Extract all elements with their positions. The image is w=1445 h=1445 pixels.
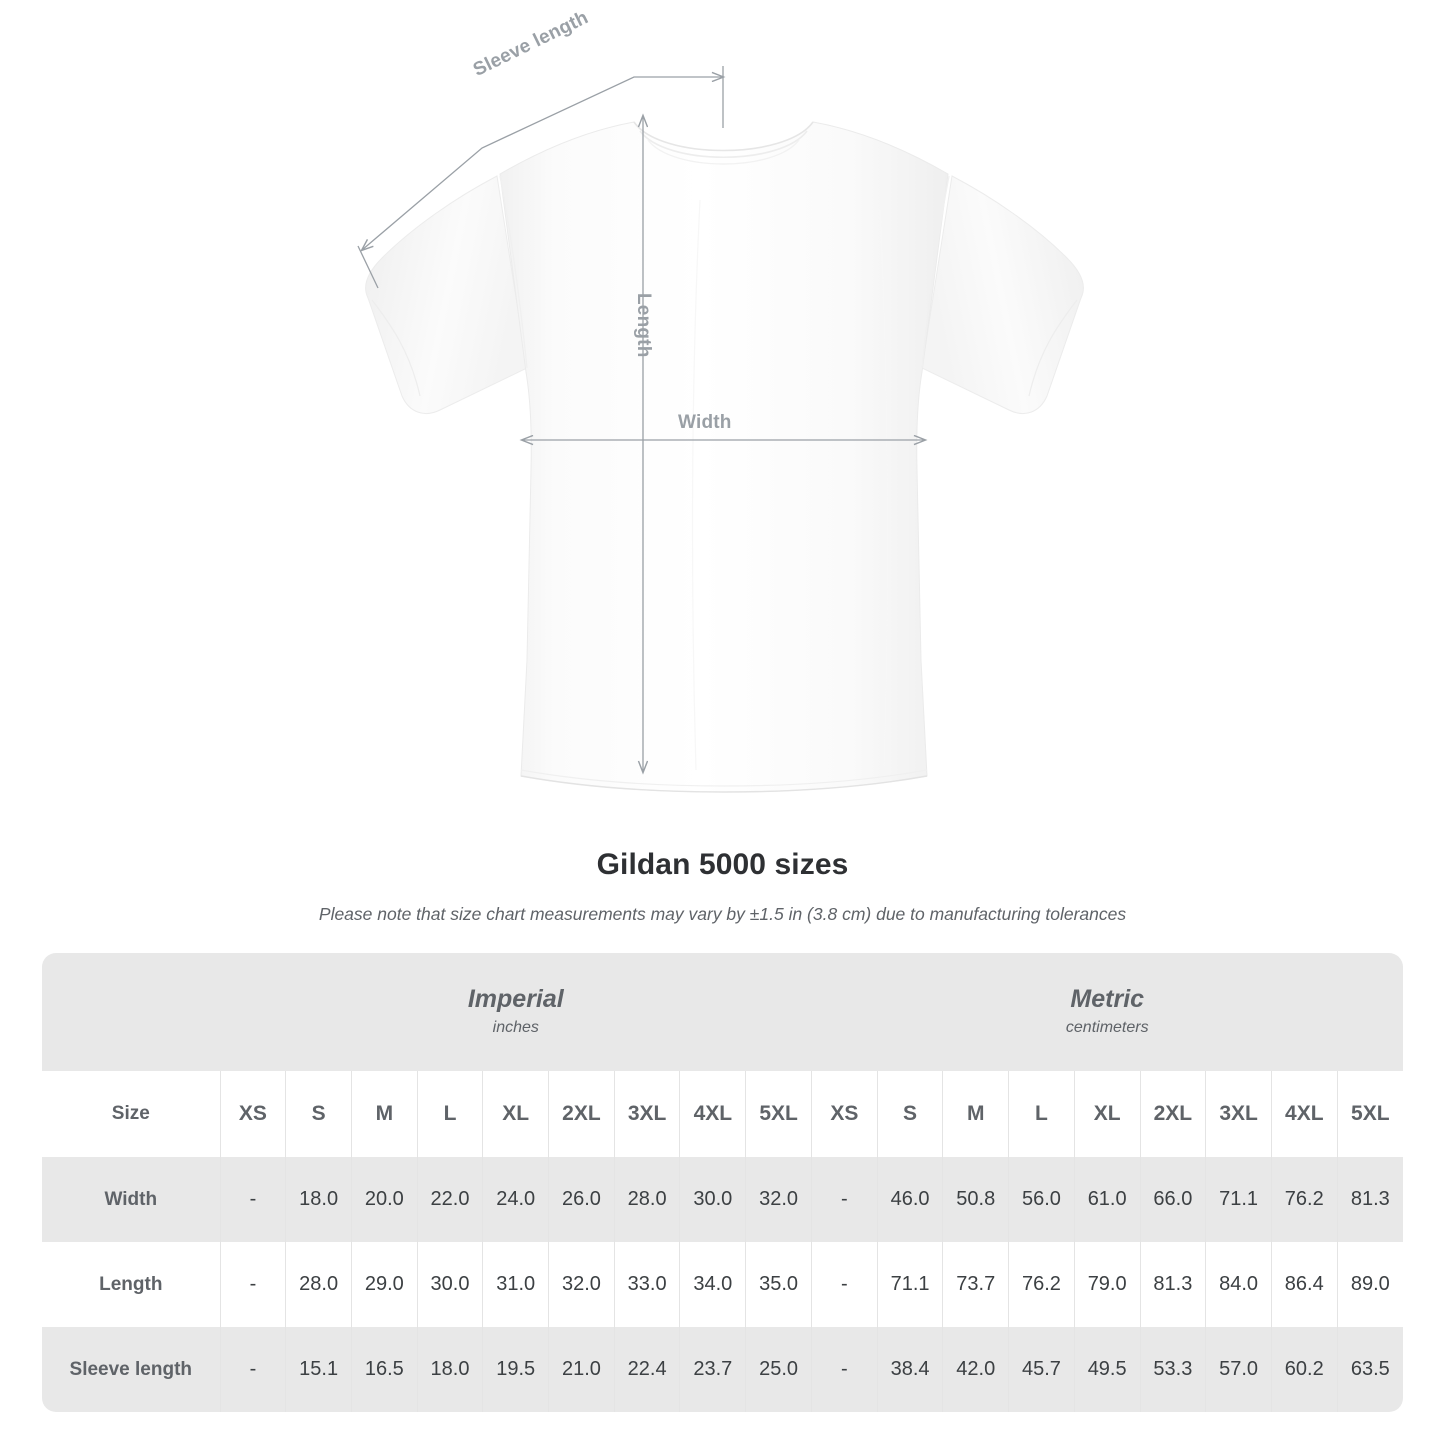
measurement-cell: 89.0: [1336, 1242, 1403, 1327]
measurement-cell: 76.2: [1270, 1157, 1338, 1242]
size-chart-container: Imperial inches Metric centimeters Size XS S M L…: [42, 953, 1403, 1412]
measurement-cell: 31.0: [482, 1242, 549, 1327]
size-header-row: Size XS S M L XL 2XL 3XL 4XL 5XL XS S M L XL 2XL 3XL 4XL 5…: [42, 1071, 1403, 1157]
measurement-cell: 30.0: [416, 1242, 483, 1327]
measurement-cell: 63.5: [1336, 1327, 1403, 1412]
measurement-cell: 71.1: [1205, 1157, 1272, 1242]
measurement-cell: 32.0: [548, 1242, 615, 1327]
measurement-cell: -: [811, 1242, 878, 1327]
tshirt-shape: [365, 121, 1084, 793]
sleeve-length-dimension: [357, 66, 723, 289]
size-column-header: 3XL: [613, 1071, 680, 1157]
size-column-header: 5XL: [1336, 1071, 1403, 1157]
measurement-cell: 42.0: [942, 1327, 1009, 1412]
measurement-cell: 71.1: [876, 1242, 943, 1327]
measurement-cell: 16.5: [350, 1327, 418, 1412]
measurement-cell: 30.0: [679, 1157, 746, 1242]
measurement-cell: 81.3: [1139, 1242, 1206, 1327]
unit-subtitle: inches: [492, 1018, 539, 1036]
measurement-cell: 56.0: [1008, 1157, 1075, 1242]
measurement-cell: 24.0: [482, 1157, 549, 1242]
table-row: Length -28.0 29.0 30.0 31.0 32.0 33.0 34.0 35.0-…: [42, 1242, 1403, 1327]
size-column-header: XL: [1073, 1071, 1141, 1157]
measurement-cell: 49.5: [1073, 1327, 1141, 1412]
measurement-cell: 18.0: [416, 1327, 483, 1412]
length-label: Length: [633, 293, 654, 358]
size-column-header: XS: [219, 1071, 286, 1157]
size-column-header: 4XL: [1270, 1071, 1338, 1157]
width-label: Width: [678, 412, 732, 433]
measurement-cell: -: [811, 1157, 878, 1242]
size-column-header: M: [350, 1071, 418, 1157]
measurement-cell: 29.0: [350, 1242, 418, 1327]
measurement-cell: -: [811, 1327, 878, 1412]
size-column-header: S: [285, 1071, 352, 1157]
measurement-cell: 21.0: [548, 1327, 615, 1412]
unit-name: Metric: [1070, 984, 1145, 1013]
unit-header-metric: Metric centimeters: [811, 953, 1403, 1071]
unit-subtitle: centimeters: [1065, 1018, 1149, 1036]
tshirt-diagram: Sleeve length Length Width: [357, 7, 1084, 793]
size-column-header: L: [416, 1071, 483, 1157]
measurement-cell: 79.0: [1073, 1242, 1141, 1327]
measurement-cell: 81.3: [1336, 1157, 1403, 1242]
measurement-cell: 15.1: [285, 1327, 352, 1412]
measurement-cell: 34.0: [679, 1242, 746, 1327]
measurement-cell: 38.4: [876, 1327, 943, 1412]
measurement-cell: 46.0: [876, 1157, 943, 1242]
size-column-header: 2XL: [548, 1071, 615, 1157]
size-row-header: Size: [42, 1071, 221, 1157]
unit-name: Imperial: [467, 984, 564, 1013]
size-column-header: 4XL: [679, 1071, 746, 1157]
measurement-cell: 57.0: [1205, 1327, 1272, 1412]
size-chart-table: Imperial inches Metric centimeters Size XS S M L…: [42, 953, 1403, 1412]
measurement-cell: -: [219, 1327, 286, 1412]
measurement-cell: 28.0: [285, 1242, 352, 1327]
size-column-header: M: [942, 1071, 1009, 1157]
measurement-label: Width: [42, 1157, 221, 1242]
size-column-header: 5XL: [745, 1071, 812, 1157]
table-row: Width -18.0 20.0 22.0 24.0 26.0 28.0 30.0 32.0-4…: [42, 1157, 1403, 1242]
measurement-cell: 66.0: [1139, 1157, 1206, 1242]
measurement-cell: 25.0: [745, 1327, 812, 1412]
measurement-cell: 73.7: [942, 1242, 1009, 1327]
measurement-cell: -: [219, 1157, 286, 1242]
measurement-cell: 60.2: [1270, 1327, 1338, 1412]
size-column-header: L: [1008, 1071, 1075, 1157]
measurement-cell: 22.4: [613, 1327, 680, 1412]
size-column-header: S: [876, 1071, 943, 1157]
measurement-cell: 84.0: [1205, 1242, 1272, 1327]
measurement-cell: 23.7: [679, 1327, 746, 1412]
table-row: Sleeve length -15.1 16.5 18.0 19.5 21.0 22.4 23…: [42, 1327, 1403, 1412]
unit-banner-row: Imperial inches Metric centimeters: [42, 953, 1403, 1071]
measurement-cell: 50.8: [942, 1157, 1009, 1242]
measurement-cell: 22.0: [416, 1157, 483, 1242]
unit-banner-spacer: [42, 953, 221, 1071]
measurement-cell: 26.0: [548, 1157, 615, 1242]
measurement-cell: 76.2: [1008, 1242, 1075, 1327]
measurement-cell: 45.7: [1008, 1327, 1075, 1412]
measurement-label: Length: [42, 1242, 221, 1327]
measurement-label: Sleeve length: [42, 1327, 221, 1412]
unit-header-imperial: Imperial inches: [220, 953, 812, 1071]
title-block: Gildan 5000 sizes Please note that size …: [0, 848, 1445, 925]
measurement-cell: 28.0: [613, 1157, 680, 1242]
size-column-header: 2XL: [1139, 1071, 1206, 1157]
size-column-header: XL: [482, 1071, 549, 1157]
measurement-cell: 53.3: [1139, 1327, 1206, 1412]
measurement-cell: 35.0: [745, 1242, 812, 1327]
size-column-header: 3XL: [1205, 1071, 1272, 1157]
measurement-cell: 18.0: [285, 1157, 352, 1242]
measurement-cell: 20.0: [350, 1157, 418, 1242]
page-title: Gildan 5000 sizes: [596, 848, 849, 881]
measurement-cell: 33.0: [613, 1242, 680, 1327]
tolerance-note: Please note that size chart measurements…: [318, 904, 1127, 924]
measurement-cell: 61.0: [1073, 1157, 1141, 1242]
measurement-cell: 32.0: [745, 1157, 812, 1242]
measurement-cell: -: [219, 1242, 286, 1327]
measurement-cell: 19.5: [482, 1327, 549, 1412]
measurement-cell: 86.4: [1270, 1242, 1338, 1327]
tshirt-illustration: [357, 66, 1084, 793]
size-column-header: XS: [811, 1071, 878, 1157]
